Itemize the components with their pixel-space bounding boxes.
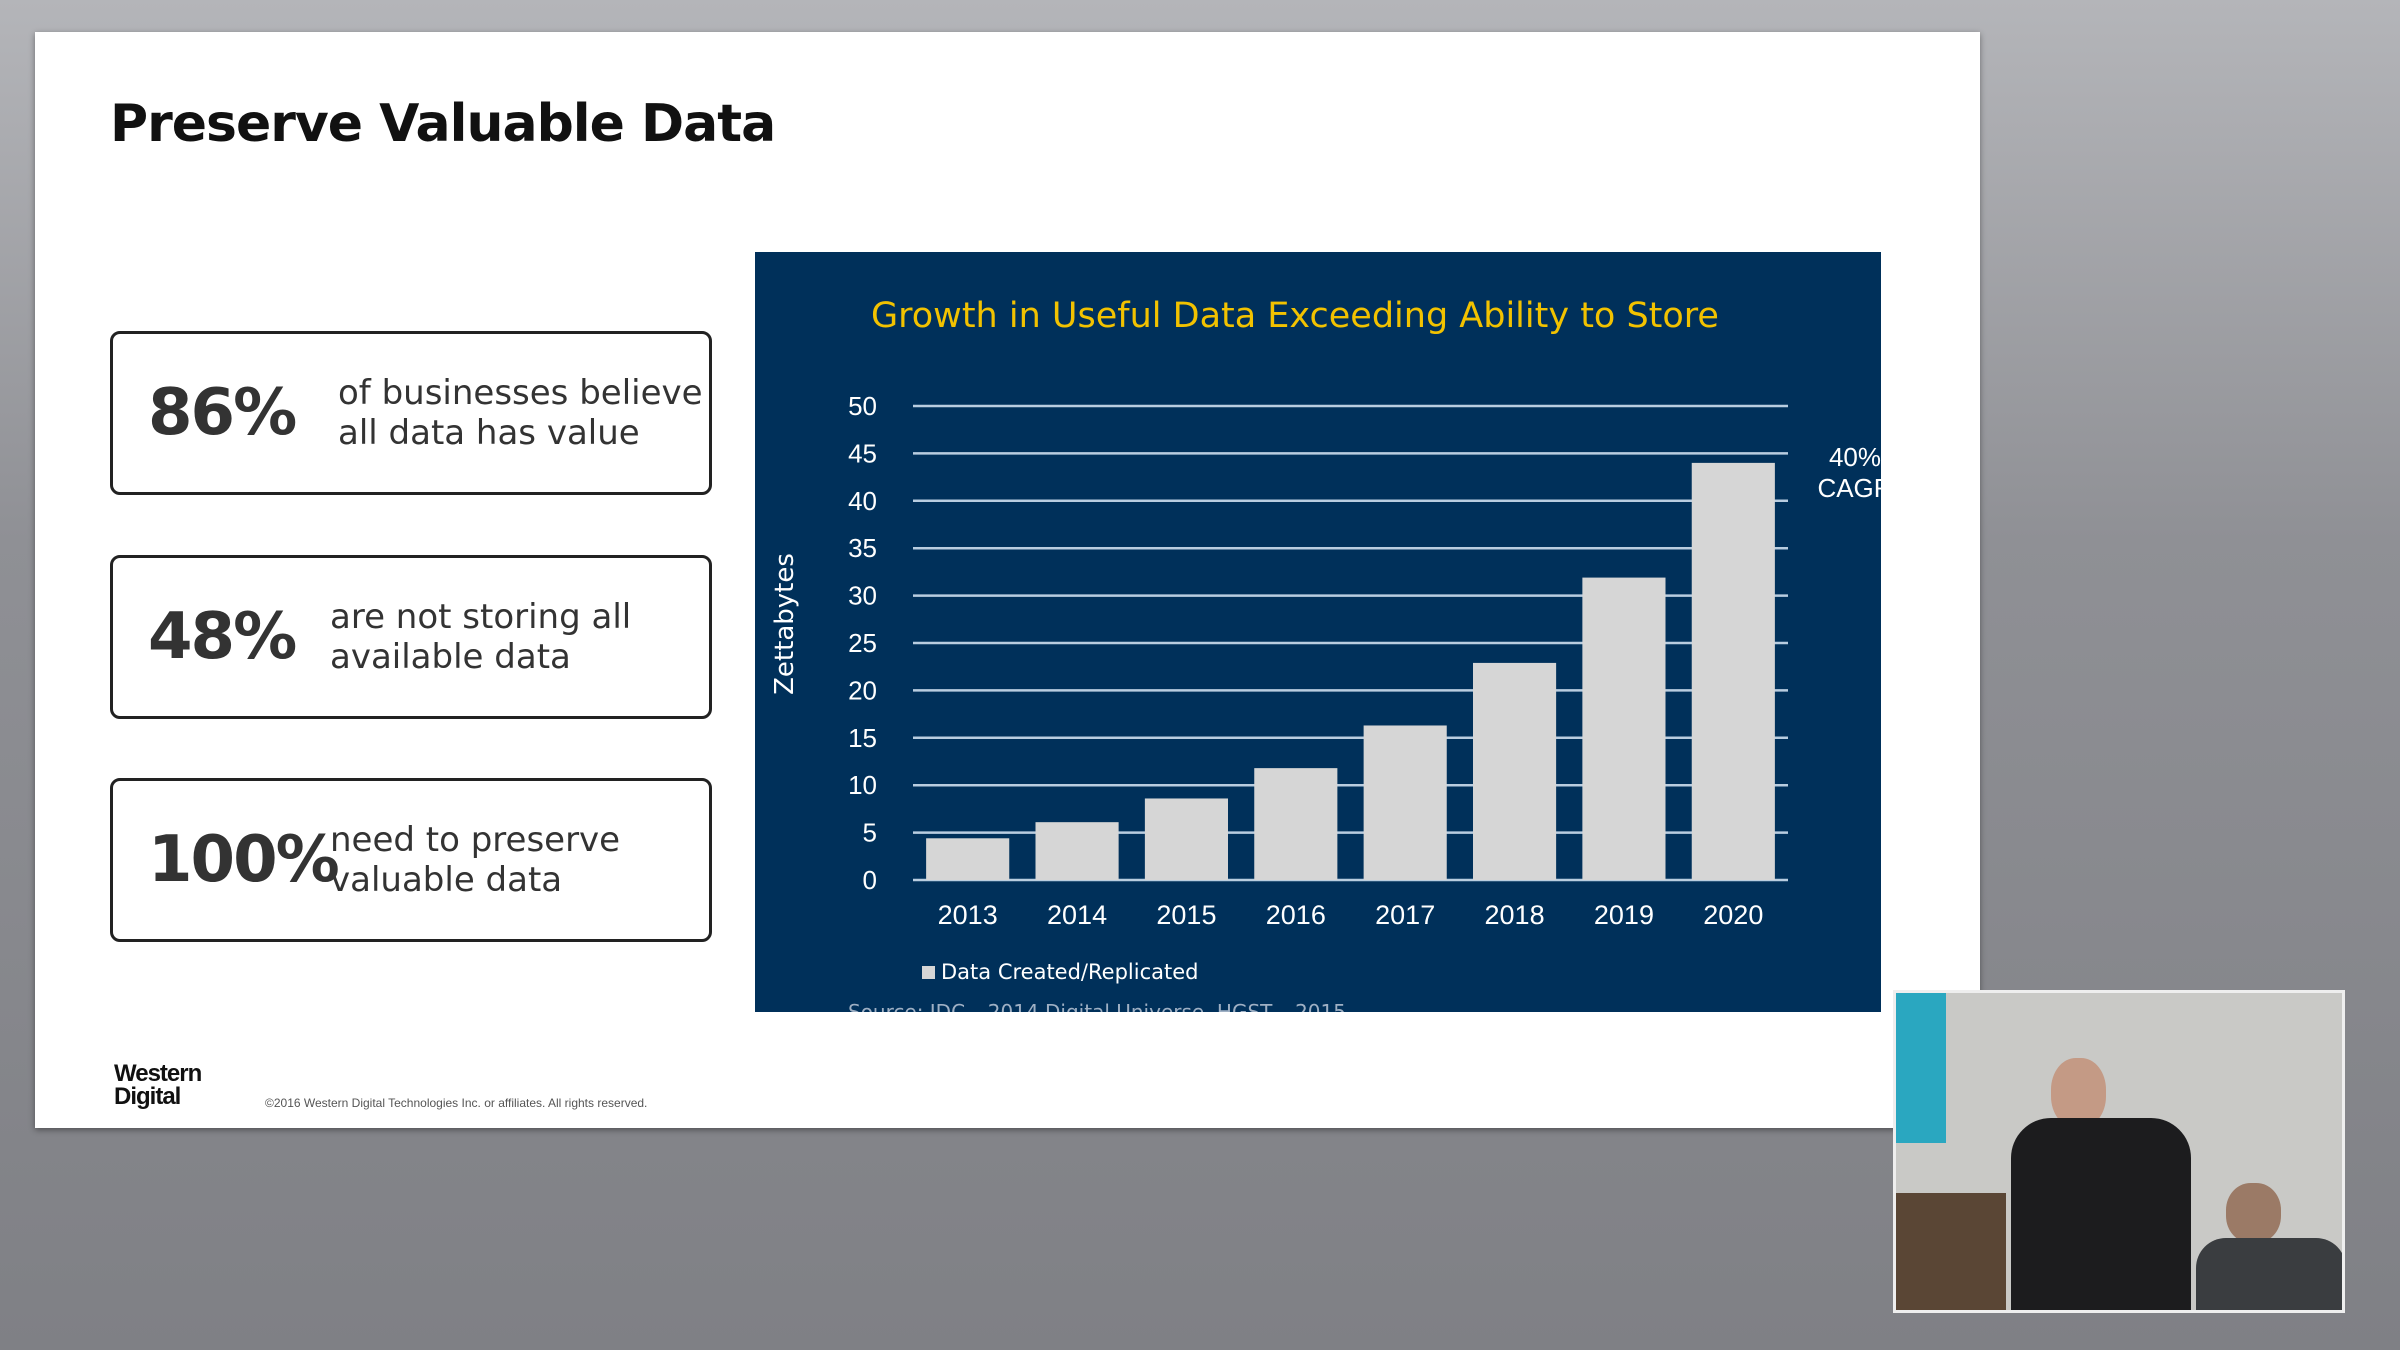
x-tick-label: 2017 xyxy=(1375,900,1435,930)
screen-fragment xyxy=(1896,993,1946,1143)
y-axis-label: Zettabytes xyxy=(770,553,800,695)
western-digital-logo: Western Digital xyxy=(114,1060,202,1110)
legend-label: Data Created/Replicated xyxy=(941,960,1198,984)
stat-description: need to preserve valuable data xyxy=(330,820,621,900)
bar-2019 xyxy=(1582,577,1666,880)
stat-box: 86% of businesses believe all data has va… xyxy=(110,331,712,495)
y-tick-label: 20 xyxy=(848,675,877,705)
chart-source: Source: IDC – 2014 Digital Universe, HGS… xyxy=(848,1000,1346,1012)
bar-2016 xyxy=(1254,768,1338,880)
cagr-annotation: 40% xyxy=(1829,442,1881,472)
slide-title: Preserve Valuable Data xyxy=(110,94,776,154)
cagr-annotation: CAGR xyxy=(1817,473,1881,503)
y-tick-label: 50 xyxy=(848,391,877,421)
stat-description: are not storing all available data xyxy=(330,597,632,677)
slide: Preserve Valuable Data 86% of businesses… xyxy=(35,32,1980,1128)
attendee-body xyxy=(2196,1238,2342,1310)
x-tick-label: 2018 xyxy=(1485,900,1545,930)
chart-title: Growth in Useful Data Exceeding Ability … xyxy=(871,296,1719,336)
bar-2013 xyxy=(926,838,1010,880)
y-tick-label: 30 xyxy=(848,581,877,611)
y-tick-label: 10 xyxy=(848,770,877,800)
attendee-head xyxy=(2226,1183,2281,1243)
bar-2018 xyxy=(1473,662,1557,880)
y-tick-label: 25 xyxy=(848,628,877,658)
y-tick-label: 0 xyxy=(863,865,877,895)
bar-chart: Growth in Useful Data Exceeding Ability … xyxy=(755,252,1881,1012)
chart-svg: Growth in Useful Data Exceeding Ability … xyxy=(770,296,1881,1012)
stat-box: 100% need to preserve valuable data xyxy=(110,778,712,942)
bar-2020 xyxy=(1691,462,1775,880)
x-tick-label: 2019 xyxy=(1594,900,1654,930)
x-tick-label: 2015 xyxy=(1156,900,1216,930)
y-tick-label: 35 xyxy=(848,533,877,563)
legend-swatch xyxy=(922,966,935,979)
y-tick-label: 5 xyxy=(863,818,877,848)
webcam-video xyxy=(1893,990,2345,1313)
bar-2014 xyxy=(1035,822,1119,880)
x-tick-label: 2016 xyxy=(1266,900,1326,930)
copyright: ©2016 Western Digital Technologies Inc. … xyxy=(265,1096,648,1110)
y-tick-label: 40 xyxy=(848,486,877,516)
stat-box: 48% are not storing all available data xyxy=(110,555,712,719)
x-tick-label: 2014 xyxy=(1047,900,1107,930)
x-tick-label: 2013 xyxy=(938,900,998,930)
bar-2015 xyxy=(1144,798,1228,880)
stat-value: 86% xyxy=(148,376,297,450)
stat-value: 100% xyxy=(148,823,340,897)
y-tick-label: 15 xyxy=(848,723,877,753)
presenter-body xyxy=(2011,1118,2191,1310)
x-tick-label: 2020 xyxy=(1703,900,1763,930)
bar-2017 xyxy=(1363,725,1447,880)
y-tick-label: 45 xyxy=(848,438,877,468)
cabinet xyxy=(1896,1193,2006,1310)
presenter-head xyxy=(2051,1058,2106,1128)
stat-description: of businesses believe all data has value xyxy=(338,373,703,453)
stat-value: 48% xyxy=(148,600,297,674)
